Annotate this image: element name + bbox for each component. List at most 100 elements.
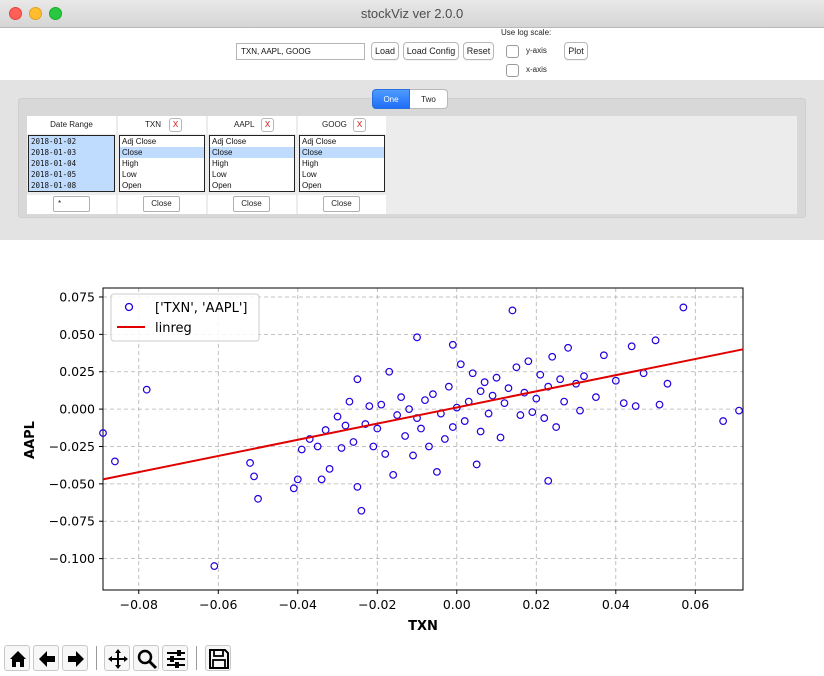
- scatter-point: [484, 409, 493, 418]
- tickers-input[interactable]: TXN, AAPL, GOOG: [236, 43, 365, 60]
- save-figure-button[interactable]: [205, 645, 231, 671]
- home-icon: [10, 651, 26, 667]
- tab-two[interactable]: Two: [410, 89, 448, 109]
- remove-ticker-button[interactable]: X: [261, 118, 274, 132]
- field-list[interactable]: Adj Close Close High Low Open: [299, 135, 385, 192]
- toolbar-separator: [96, 646, 97, 670]
- list-item[interactable]: Low: [302, 170, 317, 179]
- scatter-point: [456, 360, 465, 369]
- list-item[interactable]: Adj Close: [212, 137, 247, 146]
- back-button[interactable]: [33, 645, 59, 671]
- list-item[interactable]: Close: [120, 147, 204, 158]
- forward-button[interactable]: [62, 645, 88, 671]
- date-range-column: Date Range 2018-01-02 2018-01-03 2018-01…: [27, 116, 116, 214]
- y-axis-log-label: y-axis: [526, 46, 547, 55]
- plot-button[interactable]: Plot: [564, 42, 588, 60]
- pan-icon: [108, 649, 128, 669]
- field-selected-button[interactable]: Close: [143, 196, 180, 212]
- list-item[interactable]: 2018-01-02: [29, 136, 114, 147]
- maximize-window-button[interactable]: [49, 7, 62, 20]
- list-item[interactable]: Close: [300, 147, 384, 158]
- scatter-point: [679, 303, 688, 312]
- scatter-point: [448, 423, 457, 431]
- list-item[interactable]: Open: [302, 181, 322, 190]
- close-window-button[interactable]: [9, 7, 22, 20]
- list-item[interactable]: 2018-01-08: [29, 180, 114, 191]
- scatter-point: [524, 357, 533, 366]
- y-axis-log-checkbox[interactable]: [506, 45, 519, 58]
- zoom-button[interactable]: [133, 645, 159, 671]
- scatter-chart[interactable]: −0.08 −0.06 −0.04 −0.02 0.00 0.02 0.04 0.06 0.07…: [0, 240, 824, 640]
- field-list[interactable]: Adj Close Close High Low Open: [209, 135, 295, 192]
- plot-canvas[interactable]: −0.08 −0.06 −0.04 −0.02 0.00 0.02 0.04 0.06 0.07…: [0, 240, 824, 640]
- scatter-point: [373, 424, 382, 433]
- x-tick-label: 0.02: [522, 597, 550, 612]
- x-tick-label: 0.00: [443, 597, 471, 612]
- list-item[interactable]: Open: [122, 181, 142, 190]
- list-item[interactable]: High: [302, 159, 319, 168]
- scatter-point: [433, 467, 441, 476]
- tab-one[interactable]: One: [372, 89, 410, 109]
- list-item[interactable]: Adj Close: [122, 137, 157, 146]
- list-item[interactable]: High: [212, 159, 229, 168]
- regression-line: [102, 348, 744, 481]
- legend-label-scatter: ['TXN', 'AAPL']: [155, 301, 248, 316]
- load-button[interactable]: Load: [371, 42, 399, 60]
- legend-box: [110, 293, 260, 342]
- list-item[interactable]: 2018-01-04: [29, 158, 114, 169]
- scatter-point: [448, 340, 457, 349]
- minimize-window-button[interactable]: [29, 7, 42, 20]
- scatter-point: [627, 342, 636, 351]
- field-selected-button[interactable]: Close: [233, 196, 270, 212]
- x-tick-label: −0.06: [199, 597, 237, 612]
- list-item[interactable]: Adj Close: [302, 137, 337, 146]
- date-filter-input[interactable]: *: [53, 196, 90, 212]
- field-list[interactable]: Adj Close Close High Low Open: [119, 135, 205, 192]
- scatter-point: [488, 391, 497, 400]
- scatter-point: [592, 393, 600, 402]
- scatter-point: [468, 369, 477, 378]
- scatter-point: [369, 442, 378, 451]
- x-axis-log-checkbox[interactable]: [506, 64, 519, 77]
- list-item[interactable]: 2018-01-05: [29, 169, 114, 180]
- scatter-point: [210, 562, 219, 570]
- list-item[interactable]: High: [122, 159, 139, 168]
- scatter-point: [492, 373, 501, 382]
- scatter-point: [337, 444, 346, 452]
- x-tick-label: −0.08: [120, 597, 158, 612]
- reset-button[interactable]: Reset: [463, 42, 494, 60]
- scatter-point: [333, 412, 342, 421]
- scatter-point: [377, 400, 386, 409]
- scatter-point: [556, 375, 565, 384]
- ticker-name: AAPL: [234, 120, 255, 129]
- date-range-list[interactable]: 2018-01-02 2018-01-03 2018-01-04 2018-01…: [28, 135, 115, 192]
- scatter-point: [512, 363, 521, 372]
- scatter-point: [504, 384, 513, 393]
- list-item[interactable]: Close: [210, 147, 294, 158]
- list-item[interactable]: Open: [212, 181, 232, 190]
- y-tick-label: 0.000: [59, 402, 95, 417]
- scatter-point: [321, 426, 330, 434]
- configure-subplots-icon: [167, 650, 185, 668]
- remove-ticker-button[interactable]: X: [353, 118, 366, 132]
- configure-subplots-button[interactable]: [162, 645, 188, 671]
- list-item[interactable]: Low: [212, 170, 227, 179]
- home-button[interactable]: [4, 645, 30, 671]
- scatter-point: [111, 457, 119, 466]
- scatter-point: [357, 506, 366, 515]
- field-selected-button[interactable]: Close: [323, 196, 360, 212]
- date-range-header: Date Range: [27, 116, 116, 134]
- scatter-point: [99, 429, 107, 437]
- load-config-button[interactable]: Load Config: [403, 42, 459, 60]
- list-item[interactable]: Low: [122, 170, 137, 179]
- scatter-point: [405, 405, 413, 413]
- y-tick-label: 0.025: [59, 364, 95, 379]
- scatter-point: [421, 396, 429, 405]
- scatter-point: [655, 400, 664, 409]
- remove-ticker-button[interactable]: X: [169, 118, 182, 132]
- pan-button[interactable]: [104, 645, 130, 671]
- ticker-column-goog: GOOG X Adj Close Close High Low Open Clo…: [298, 116, 386, 214]
- legend: ['TXN', 'AAPL'] linreg: [110, 293, 260, 342]
- scatter-point: [325, 465, 334, 473]
- list-item[interactable]: 2018-01-03: [29, 147, 114, 158]
